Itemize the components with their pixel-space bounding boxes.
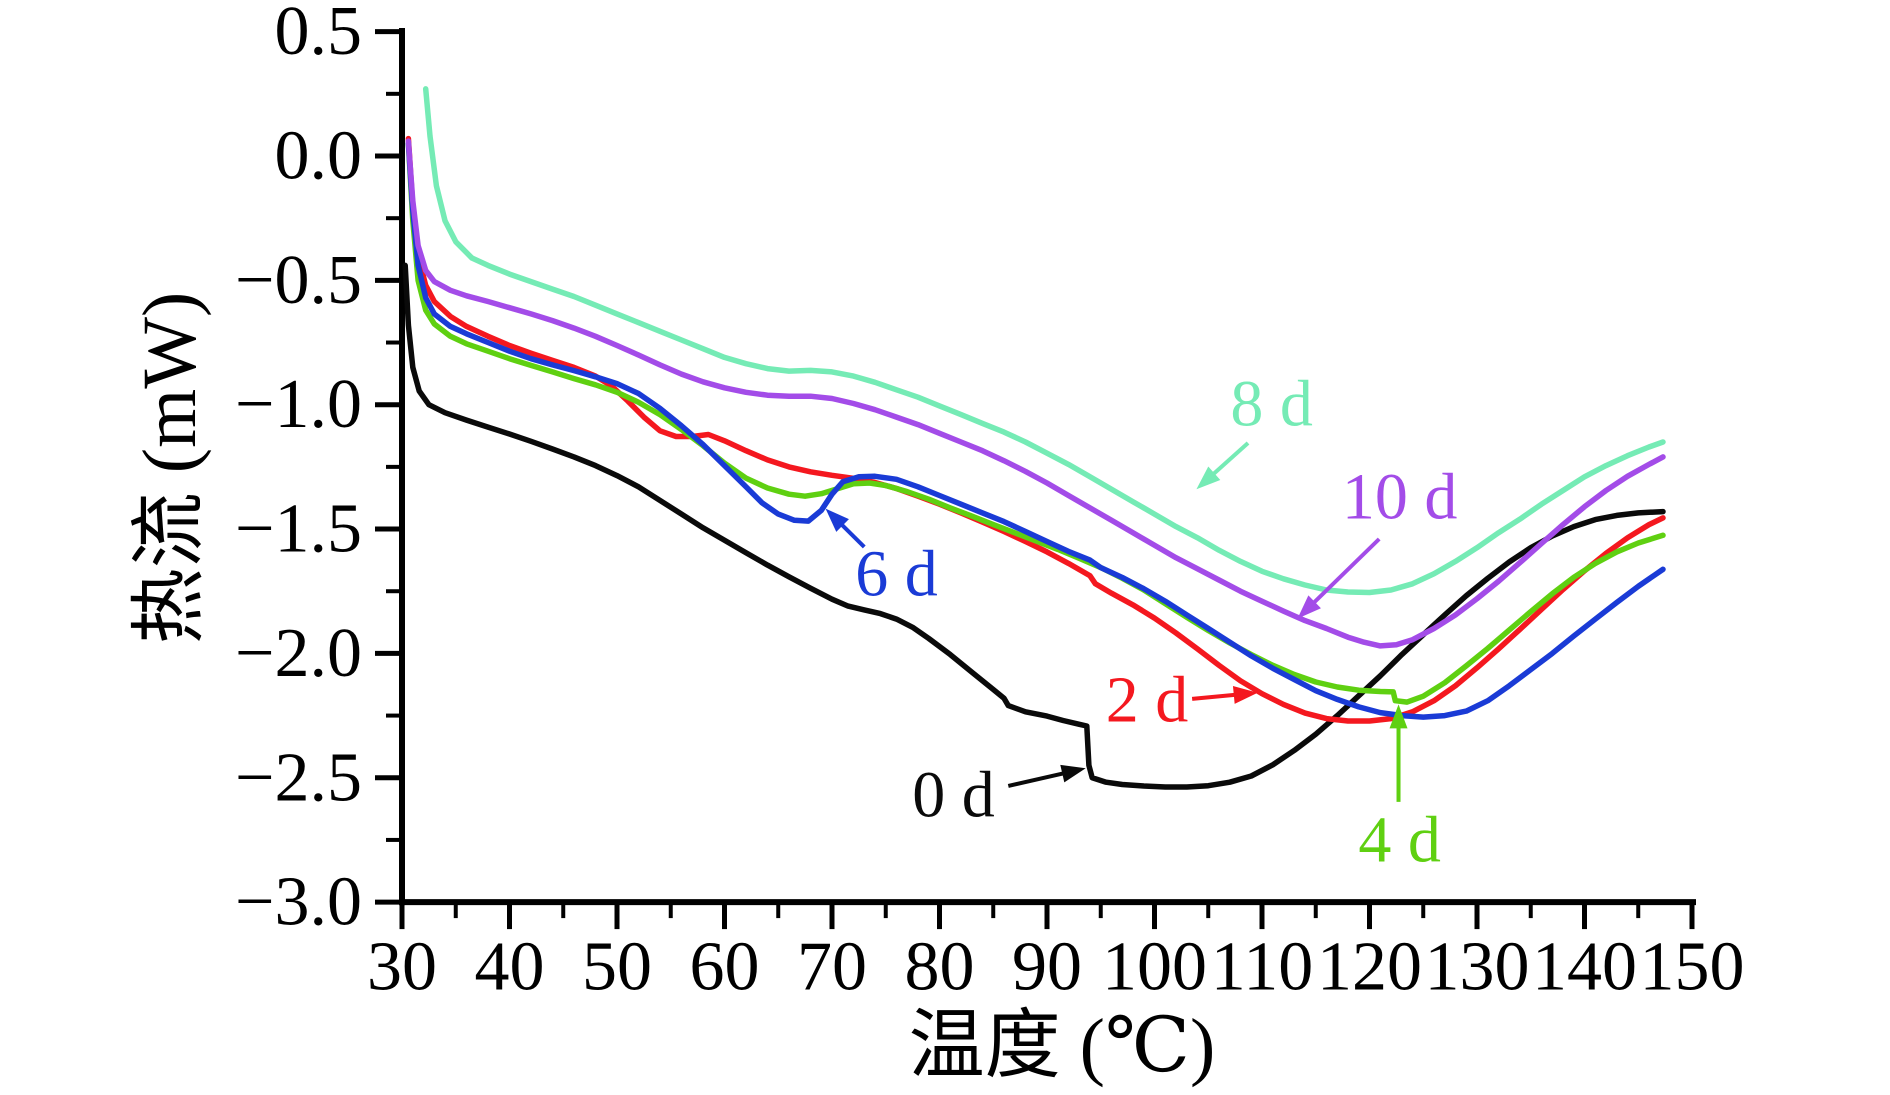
curve-4d (405, 140, 1666, 705)
y-tick-label: −2.0 (235, 615, 362, 692)
y-tick-label: 0.0 (275, 118, 363, 195)
y-tick-label: −0.5 (235, 242, 362, 319)
x-tick-label: 30 (367, 929, 437, 1006)
annotation-arrowhead-0d (1060, 764, 1086, 783)
y-tick-label: −3.0 (235, 864, 362, 941)
curve-0d (402, 262, 1666, 790)
annotation-label-4d: 4 d (1358, 803, 1441, 876)
annotation-arrowhead-4d (1389, 704, 1408, 729)
annotation-arrow-line-2d (1191, 692, 1240, 701)
curve-10d (405, 138, 1666, 649)
annotation-label-0d: 0 d (912, 759, 995, 832)
x-tick-label: 70 (797, 929, 867, 1006)
annotation-arrow-line-10d (1308, 537, 1381, 608)
x-tick-label: 50 (582, 929, 652, 1006)
annotation-label-8d: 8 d (1230, 367, 1313, 440)
y-tick-label: 0.5 (275, 0, 363, 70)
annotation-label-10d: 10 d (1342, 460, 1458, 533)
y-tick-label: −2.5 (235, 739, 362, 816)
y-tick-label: −1.5 (235, 491, 362, 568)
x-tick-label: 120 (1317, 929, 1422, 1006)
annotation-arrow-line-6d (836, 519, 866, 549)
annotation-arrowhead-6d (825, 508, 849, 532)
y-tick-label: −1.0 (235, 366, 362, 443)
curves (402, 86, 1666, 790)
x-tick-label: 140 (1532, 929, 1637, 1006)
annotation-label-6d: 6 d (855, 537, 938, 610)
x-axis-title: 温度 (℃) (909, 1004, 1216, 1088)
x-tick-label: 90 (1012, 929, 1082, 1006)
x-tick-label: 130 (1425, 929, 1530, 1006)
curve-2d (405, 135, 1666, 724)
annotation-arrowhead-10d (1297, 595, 1321, 619)
axis-ticks (375, 29, 1695, 930)
curve-6d (405, 140, 1666, 720)
x-tick-label: 150 (1640, 929, 1745, 1006)
annotation-arrow-line-8d (1208, 441, 1250, 479)
y-axis-title: 热流 (mW) (128, 292, 212, 644)
axis-spines (399, 28, 1696, 906)
x-tick-label: 100 (1102, 929, 1207, 1006)
annotation-arrowhead-8d (1196, 466, 1221, 490)
x-tick-label: 80 (905, 929, 975, 1006)
x-tick-label: 110 (1211, 929, 1313, 1006)
annotation-arrow-line-0d (1007, 770, 1069, 788)
x-tick-label: 60 (690, 929, 760, 1006)
curve-annotations: 0 d 2 d 4 d 6 d 8 d 10 d (825, 367, 1458, 876)
tick-labels: 30 40 50 60 70 80 90 100 110 120 130 140 150 0.5 0.0 −0… (235, 0, 1744, 1006)
annotation-arrowhead-2d (1232, 686, 1258, 704)
x-tick-label: 40 (475, 929, 545, 1006)
curve-8d (422, 86, 1666, 596)
annotation-label-2d: 2 d (1106, 663, 1189, 736)
